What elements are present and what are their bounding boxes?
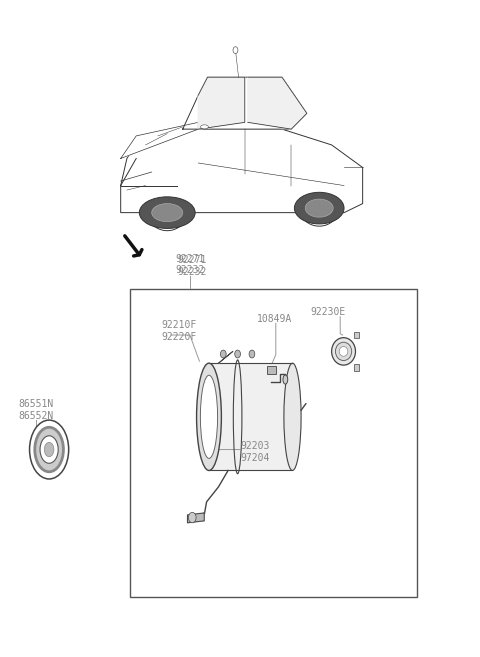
Ellipse shape <box>40 436 58 463</box>
Bar <box>209 363 292 470</box>
Text: 92271: 92271 <box>178 255 207 265</box>
Ellipse shape <box>235 350 240 358</box>
Ellipse shape <box>305 199 333 217</box>
Polygon shape <box>188 513 204 523</box>
Bar <box>130 289 417 597</box>
Polygon shape <box>183 78 307 129</box>
Polygon shape <box>248 78 307 129</box>
Text: 92232: 92232 <box>178 267 207 277</box>
Ellipse shape <box>200 375 217 459</box>
Polygon shape <box>218 351 233 363</box>
Polygon shape <box>120 129 363 213</box>
Text: 92232: 92232 <box>175 265 204 275</box>
Ellipse shape <box>152 204 183 221</box>
Bar <box>354 332 359 338</box>
Ellipse shape <box>336 342 352 361</box>
Text: 92203: 92203 <box>240 442 269 451</box>
Ellipse shape <box>201 125 208 129</box>
Polygon shape <box>120 122 198 158</box>
Ellipse shape <box>249 350 255 358</box>
Ellipse shape <box>197 363 221 470</box>
Ellipse shape <box>332 338 356 365</box>
Circle shape <box>233 47 238 53</box>
Bar <box>267 367 276 374</box>
Ellipse shape <box>339 346 348 356</box>
Text: 92210F: 92210F <box>161 320 196 330</box>
Ellipse shape <box>220 350 226 358</box>
Text: 86552N: 86552N <box>18 411 53 420</box>
Ellipse shape <box>294 193 344 224</box>
Circle shape <box>189 512 196 523</box>
Text: 92230E: 92230E <box>311 307 346 317</box>
Ellipse shape <box>30 420 69 479</box>
Text: 97204: 97204 <box>240 453 269 463</box>
Text: 92220F: 92220F <box>161 332 196 342</box>
Ellipse shape <box>35 427 63 472</box>
Ellipse shape <box>139 197 195 229</box>
Text: 10849A: 10849A <box>257 313 292 324</box>
Text: 92271: 92271 <box>175 254 204 264</box>
Ellipse shape <box>44 442 54 457</box>
Ellipse shape <box>283 375 288 384</box>
Text: 86551N: 86551N <box>18 399 53 409</box>
Bar <box>354 365 359 371</box>
Ellipse shape <box>284 363 301 470</box>
Polygon shape <box>198 78 245 129</box>
